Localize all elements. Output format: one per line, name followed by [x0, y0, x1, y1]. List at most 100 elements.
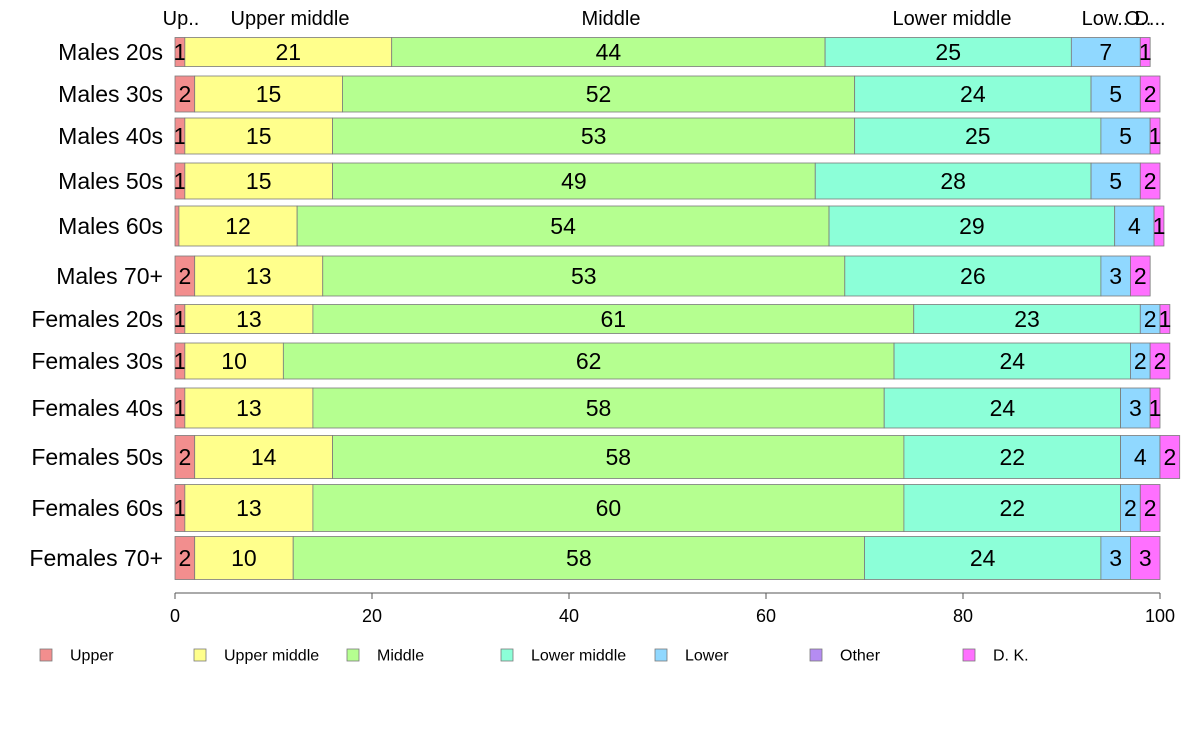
- bar-segment-upper-middle: [194, 536, 294, 580]
- category-label: Females 50s: [31, 444, 163, 470]
- data-label: 2: [178, 263, 191, 289]
- bar-segment-middle: [332, 435, 905, 479]
- data-label: 1: [174, 348, 187, 374]
- data-label: 1: [174, 123, 187, 149]
- data-label: 61: [601, 306, 627, 332]
- bar-segment-middle: [312, 387, 885, 429]
- data-label: 24: [960, 81, 986, 107]
- bar-row-males-50s: 1 15 49 28 5 2: [174, 162, 1161, 200]
- bar-segment-middle: [391, 37, 826, 67]
- data-label: 13: [236, 495, 262, 521]
- bar-segment-d-k: [1149, 117, 1161, 155]
- bar-segment-d-k: [1149, 387, 1161, 429]
- legend-swatch: [346, 648, 360, 662]
- legend-swatch: [962, 648, 976, 662]
- data-label: 25: [935, 39, 961, 65]
- data-label: 2: [1134, 263, 1147, 289]
- bar-segment-upper-middle: [184, 162, 334, 200]
- data-label: 1: [1159, 306, 1172, 332]
- data-label: 2: [1144, 495, 1157, 521]
- data-label: 53: [571, 263, 597, 289]
- bar-segment-lower-middle: [893, 342, 1131, 380]
- data-label: 60: [596, 495, 622, 521]
- data-label: 24: [999, 348, 1025, 374]
- legend-item-upper: Upper: [39, 648, 114, 665]
- data-label: 62: [576, 348, 602, 374]
- category-label: Males 60s: [58, 213, 163, 239]
- bar-segment-upper: [174, 205, 180, 247]
- bar-segment-d-k: [1139, 484, 1161, 532]
- bar-row-females-40s: 1 13 58 24 3 1: [174, 387, 1161, 429]
- data-label: 23: [1014, 306, 1040, 332]
- data-label: 58: [605, 444, 631, 470]
- bar-segment-upper-middle: [178, 205, 298, 247]
- category-label: Males 30s: [58, 81, 163, 107]
- x-tick-label: 100: [1145, 606, 1175, 626]
- data-label: 54: [550, 213, 576, 239]
- series-top-label: Low..: [1082, 8, 1129, 30]
- bar-segment-middle: [342, 75, 856, 113]
- category-label: Males 70+: [56, 263, 163, 289]
- bar-segment-upper-middle: [184, 117, 334, 155]
- bar-row-males-20s: 1 21 44 25 7 1: [174, 37, 1152, 67]
- data-label: 12: [225, 213, 251, 239]
- data-label: 4: [1128, 213, 1141, 239]
- bar-segment-d-k: [1159, 304, 1171, 334]
- series-top-label: Up..: [163, 8, 200, 30]
- data-label: 52: [586, 81, 612, 107]
- bar-segment-upper-middle: [194, 255, 324, 297]
- data-label: 10: [221, 348, 247, 374]
- row-labels: Males 20s Males 30s Males 40s Males 50s Male…: [29, 39, 163, 571]
- bar-row-females-50s: 2 14 58 22 4 2: [174, 435, 1181, 479]
- bar-segment-lower-middle: [883, 387, 1122, 429]
- data-label: 7: [1099, 39, 1112, 65]
- bar-segment-upper-middle: [184, 304, 314, 334]
- data-label: 15: [256, 81, 282, 107]
- bar-segment-lower: [1100, 255, 1131, 297]
- bar-segment-lower: [1090, 75, 1141, 113]
- bar-row-females-20s: 1 13 61 23 2 1: [174, 304, 1172, 334]
- data-label: 5: [1109, 168, 1122, 194]
- bar-segment-lower: [1090, 162, 1141, 200]
- bar-row-females-70: 2 10 58 24 3 3: [174, 536, 1161, 580]
- series-top-label: D...: [1134, 8, 1165, 30]
- bar-row-males-70: 2 13 53 26 3 2: [174, 255, 1151, 297]
- category-label: Females 60s: [31, 495, 163, 521]
- data-label: 13: [236, 306, 262, 332]
- legend-label: Middle: [377, 648, 424, 665]
- bar-segment-lower: [1120, 435, 1161, 479]
- data-label: 3: [1109, 263, 1122, 289]
- series-top-label: Lower middle: [893, 8, 1012, 30]
- data-label: 3: [1129, 395, 1142, 421]
- data-label: 44: [596, 39, 622, 65]
- data-label: 2: [1144, 168, 1157, 194]
- bar-row-males-60s: 12 54 29 4 1: [174, 205, 1166, 247]
- data-label: 2: [178, 545, 191, 571]
- data-label: 15: [246, 168, 272, 194]
- bar-row-males-30s: 2 15 52 24 5 2: [174, 75, 1161, 113]
- x-tick-label: 80: [953, 606, 973, 626]
- bar-segment-lower-middle: [844, 255, 1102, 297]
- bar-row-males-40s: 1 15 53 25 5 1: [174, 117, 1161, 155]
- x-tick-label: 60: [756, 606, 776, 626]
- bar-segment-middle: [332, 162, 816, 200]
- bar-segment-upper-middle: [194, 435, 333, 479]
- data-label: 2: [1124, 495, 1137, 521]
- category-label: Females 70+: [29, 545, 163, 571]
- bar-segment-upper-middle: [184, 342, 284, 380]
- data-label: 10: [231, 545, 257, 571]
- bar-segment-lower-middle: [828, 205, 1116, 247]
- data-label: 4: [1134, 444, 1147, 470]
- bar-segment-middle: [296, 205, 830, 247]
- legend-label: Upper middle: [224, 648, 319, 665]
- bar-segment-lower: [1100, 117, 1151, 155]
- category-label: Females 40s: [31, 395, 163, 421]
- bar-segment-upper-middle: [194, 75, 343, 113]
- x-axis: 0 20 40 60 80 100: [170, 592, 1175, 626]
- bar-segment-d-k: [1139, 75, 1161, 113]
- data-label: 21: [275, 39, 301, 65]
- data-label: 3: [1109, 545, 1122, 571]
- category-label: Males 50s: [58, 168, 163, 194]
- data-label: 1: [1153, 213, 1166, 239]
- legend-label: Lower: [685, 648, 729, 665]
